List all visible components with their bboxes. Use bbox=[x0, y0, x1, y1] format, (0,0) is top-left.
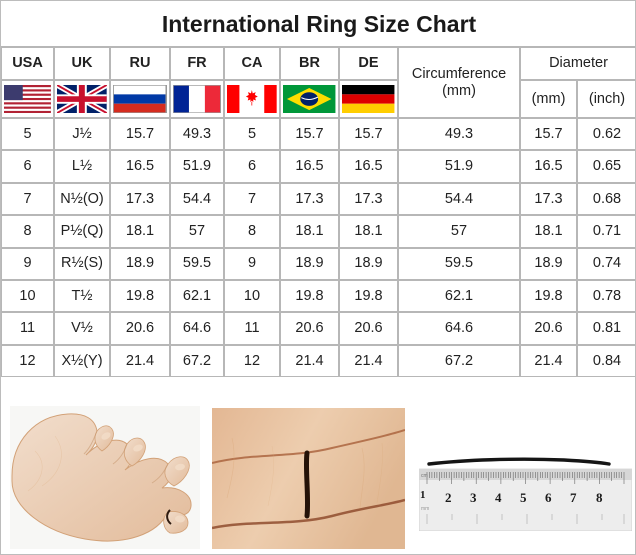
svg-text:7: 7 bbox=[570, 490, 577, 505]
svg-text:2: 2 bbox=[445, 490, 452, 505]
svg-text:mm: mm bbox=[421, 506, 429, 512]
svg-text:3: 3 bbox=[470, 490, 477, 505]
svg-text:6: 6 bbox=[545, 490, 552, 505]
svg-text:1: 1 bbox=[420, 489, 426, 501]
svg-text:cm: cm bbox=[421, 473, 428, 479]
svg-text:8: 8 bbox=[596, 490, 603, 505]
svg-text:4: 4 bbox=[495, 490, 502, 505]
svg-text:5: 5 bbox=[520, 490, 527, 505]
